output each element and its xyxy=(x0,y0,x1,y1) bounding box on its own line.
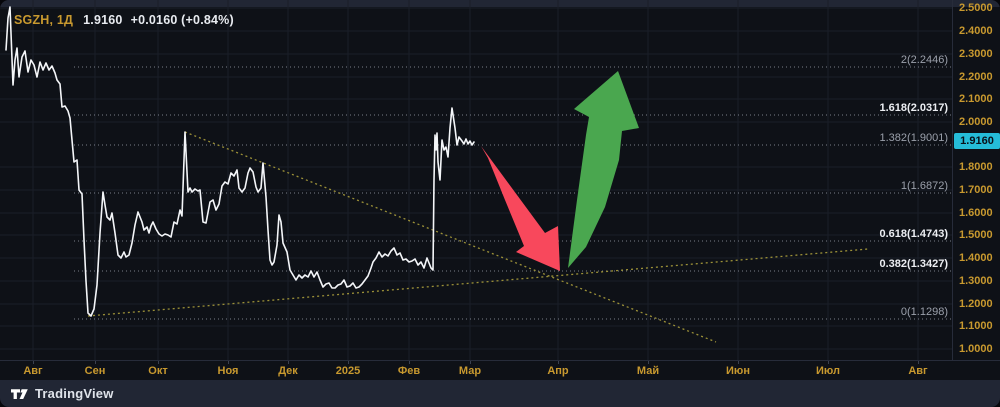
price-axis-label: 2.1000 xyxy=(959,93,993,105)
time-axis-tick xyxy=(95,361,96,364)
fib-level-label: 0.382(1.3427) xyxy=(879,258,949,270)
fib-level-label: 1.382(1.9001) xyxy=(879,132,949,144)
price-axis-label: 2.3000 xyxy=(959,48,993,60)
price-axis-label: 1.4000 xyxy=(959,252,993,264)
price-axis-label: 1.3000 xyxy=(959,275,993,287)
time-axis-tick xyxy=(409,361,410,364)
symbol-legend: SGZH, 1Д 1.9160 +0.0160 (+0.84%) xyxy=(14,13,242,27)
time-axis-tick xyxy=(158,361,159,364)
time-axis-tick xyxy=(348,361,349,364)
price-axis-label: 1.7000 xyxy=(959,184,993,196)
month-label: Ноя xyxy=(217,365,239,377)
window-top-edge xyxy=(0,0,1000,7)
current-price-badge: 1.9160 xyxy=(954,133,1000,149)
tradingview-wordmark: TradingView xyxy=(35,386,114,401)
month-label: Июл xyxy=(815,365,841,377)
green-up-arrow[interactable] xyxy=(568,71,639,268)
time-axis-tick xyxy=(470,361,471,364)
price-axis-label: 1.2000 xyxy=(959,298,993,310)
time-axis-tick xyxy=(828,361,829,364)
chart-canvas[interactable] xyxy=(0,0,952,360)
price-axis-label: 1.8000 xyxy=(959,161,993,173)
price-axis-label: 1.5000 xyxy=(959,229,993,241)
fib-level-label: 1.618(2.0317) xyxy=(879,102,949,114)
fib-level-label: 2(2.2446) xyxy=(900,54,948,66)
descending-trendline[interactable] xyxy=(184,131,717,343)
symbol-title[interactable]: SGZH, 1Д xyxy=(14,13,74,27)
chart-plot-area[interactable]: SGZH, 1Д 1.9160 +0.0160 (+0.84%) 2(2.2446)… xyxy=(0,0,952,360)
month-label: Фев xyxy=(397,365,421,377)
price-axis[interactable]: 2.5000 2.4000 2.3000 2.2000 2.1000 2.0000 1.80… xyxy=(952,0,1000,360)
month-label: Сен xyxy=(84,365,106,377)
time-axis-tick xyxy=(918,361,919,364)
legend-change: +0.0160 (+0.84%) xyxy=(130,13,234,27)
price-line xyxy=(5,6,475,317)
month-label: Авг xyxy=(908,365,928,377)
month-label: Дек xyxy=(278,365,298,377)
time-axis-tick xyxy=(288,361,289,364)
fib-level-label: 0(1.1298) xyxy=(900,306,948,318)
time-axis-tick xyxy=(33,361,34,364)
ascending-trendline[interactable] xyxy=(87,248,869,317)
fib-level-label: 1(1.6872) xyxy=(900,180,948,192)
tradingview-logo[interactable]: TradingView xyxy=(10,386,114,402)
time-axis[interactable]: Авг Сен Окт Ноя Дек 2025 Фев Мар Апр Май Июн Июл Авг xyxy=(0,360,1000,381)
month-label: 2025 xyxy=(335,365,361,377)
month-label: Окт xyxy=(148,365,168,377)
bottom-bar: TradingView xyxy=(0,380,1000,407)
time-axis-tick xyxy=(648,361,649,364)
legend-last-price: 1.9160 xyxy=(83,13,123,27)
price-axis-label: 2.5000 xyxy=(959,2,993,14)
time-axis-tick xyxy=(558,361,559,364)
tradingview-icon xyxy=(11,388,28,399)
month-label: Авг xyxy=(23,365,43,377)
month-label: Июн xyxy=(726,365,750,377)
price-axis-label: 2.2000 xyxy=(959,71,993,83)
price-axis-label: 1.0000 xyxy=(959,343,993,355)
month-label: Апр xyxy=(547,365,569,377)
time-axis-tick xyxy=(228,361,229,364)
red-down-arrow[interactable] xyxy=(481,146,560,271)
price-axis-label: 1.1000 xyxy=(959,320,993,332)
price-axis-label: 1.6000 xyxy=(959,207,993,219)
month-label: Мар xyxy=(458,365,482,377)
fib-level-label: 0.618(1.4743) xyxy=(879,228,949,240)
month-label: Май xyxy=(636,365,660,377)
price-axis-label: 2.0000 xyxy=(959,116,993,128)
price-axis-label: 2.4000 xyxy=(959,25,993,37)
time-axis-tick xyxy=(738,361,739,364)
